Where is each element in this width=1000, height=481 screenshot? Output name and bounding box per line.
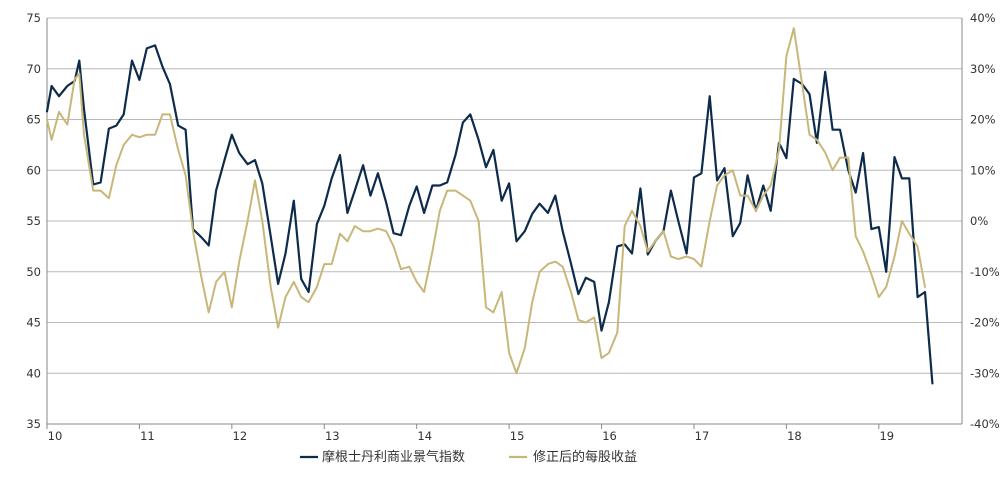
legend-label: 修正后的每股收益: [533, 449, 637, 465]
series-line-business-index: [45, 44, 934, 385]
y-left-tick-label: 70: [26, 62, 41, 76]
x-tick-label: 12: [233, 429, 248, 443]
y-right-tick-label: 0%: [970, 214, 988, 228]
y-right-tick-label: -40%: [970, 417, 1000, 431]
y-left-tick-label: 40: [26, 366, 41, 380]
series-line-adjusted-eps: [46, 27, 926, 375]
y-right-tick-label: -10%: [970, 265, 1000, 279]
y-right-tick-label: 20%: [970, 113, 996, 127]
legend-label: 摩根士丹利商业景气指数: [322, 449, 465, 465]
y-left-tick-label: 65: [26, 113, 41, 127]
y-left-tick-label: 35: [26, 417, 41, 431]
x-tick-label: 14: [417, 429, 432, 443]
y-left-tick-label: 55: [26, 214, 41, 228]
y-right-tick-label: 10%: [970, 163, 996, 177]
y-left-tick-label: 50: [26, 265, 41, 279]
x-tick-label: 18: [787, 429, 802, 443]
series-lines: [45, 27, 934, 385]
x-tick-label: 10: [48, 429, 63, 443]
y-left-tick-label: 45: [26, 316, 41, 330]
x-tick-label: 19: [879, 429, 894, 443]
y-right-tick-label: 30%: [970, 62, 996, 76]
y-left-tick-label: 60: [26, 163, 41, 177]
axes: 35 40 45 50 55 60 65 70 75 -40% -30% -20% -10% 0% 10% 2…: [26, 11, 999, 443]
x-tick-label: 17: [695, 429, 710, 443]
legend: 摩根士丹利商业景气指数 修正后的每股收益: [300, 449, 637, 465]
y-right-tick-label: -20%: [970, 316, 1000, 330]
x-tick-label: 16: [602, 429, 617, 443]
y-right-tick-label: -30%: [970, 366, 1000, 380]
x-tick-label: 15: [510, 429, 525, 443]
x-tick-label: 13: [325, 429, 340, 443]
y-left-tick-label: 75: [26, 11, 41, 25]
y-right-tick-label: 40%: [970, 11, 996, 25]
x-tick-label: 11: [140, 429, 155, 443]
